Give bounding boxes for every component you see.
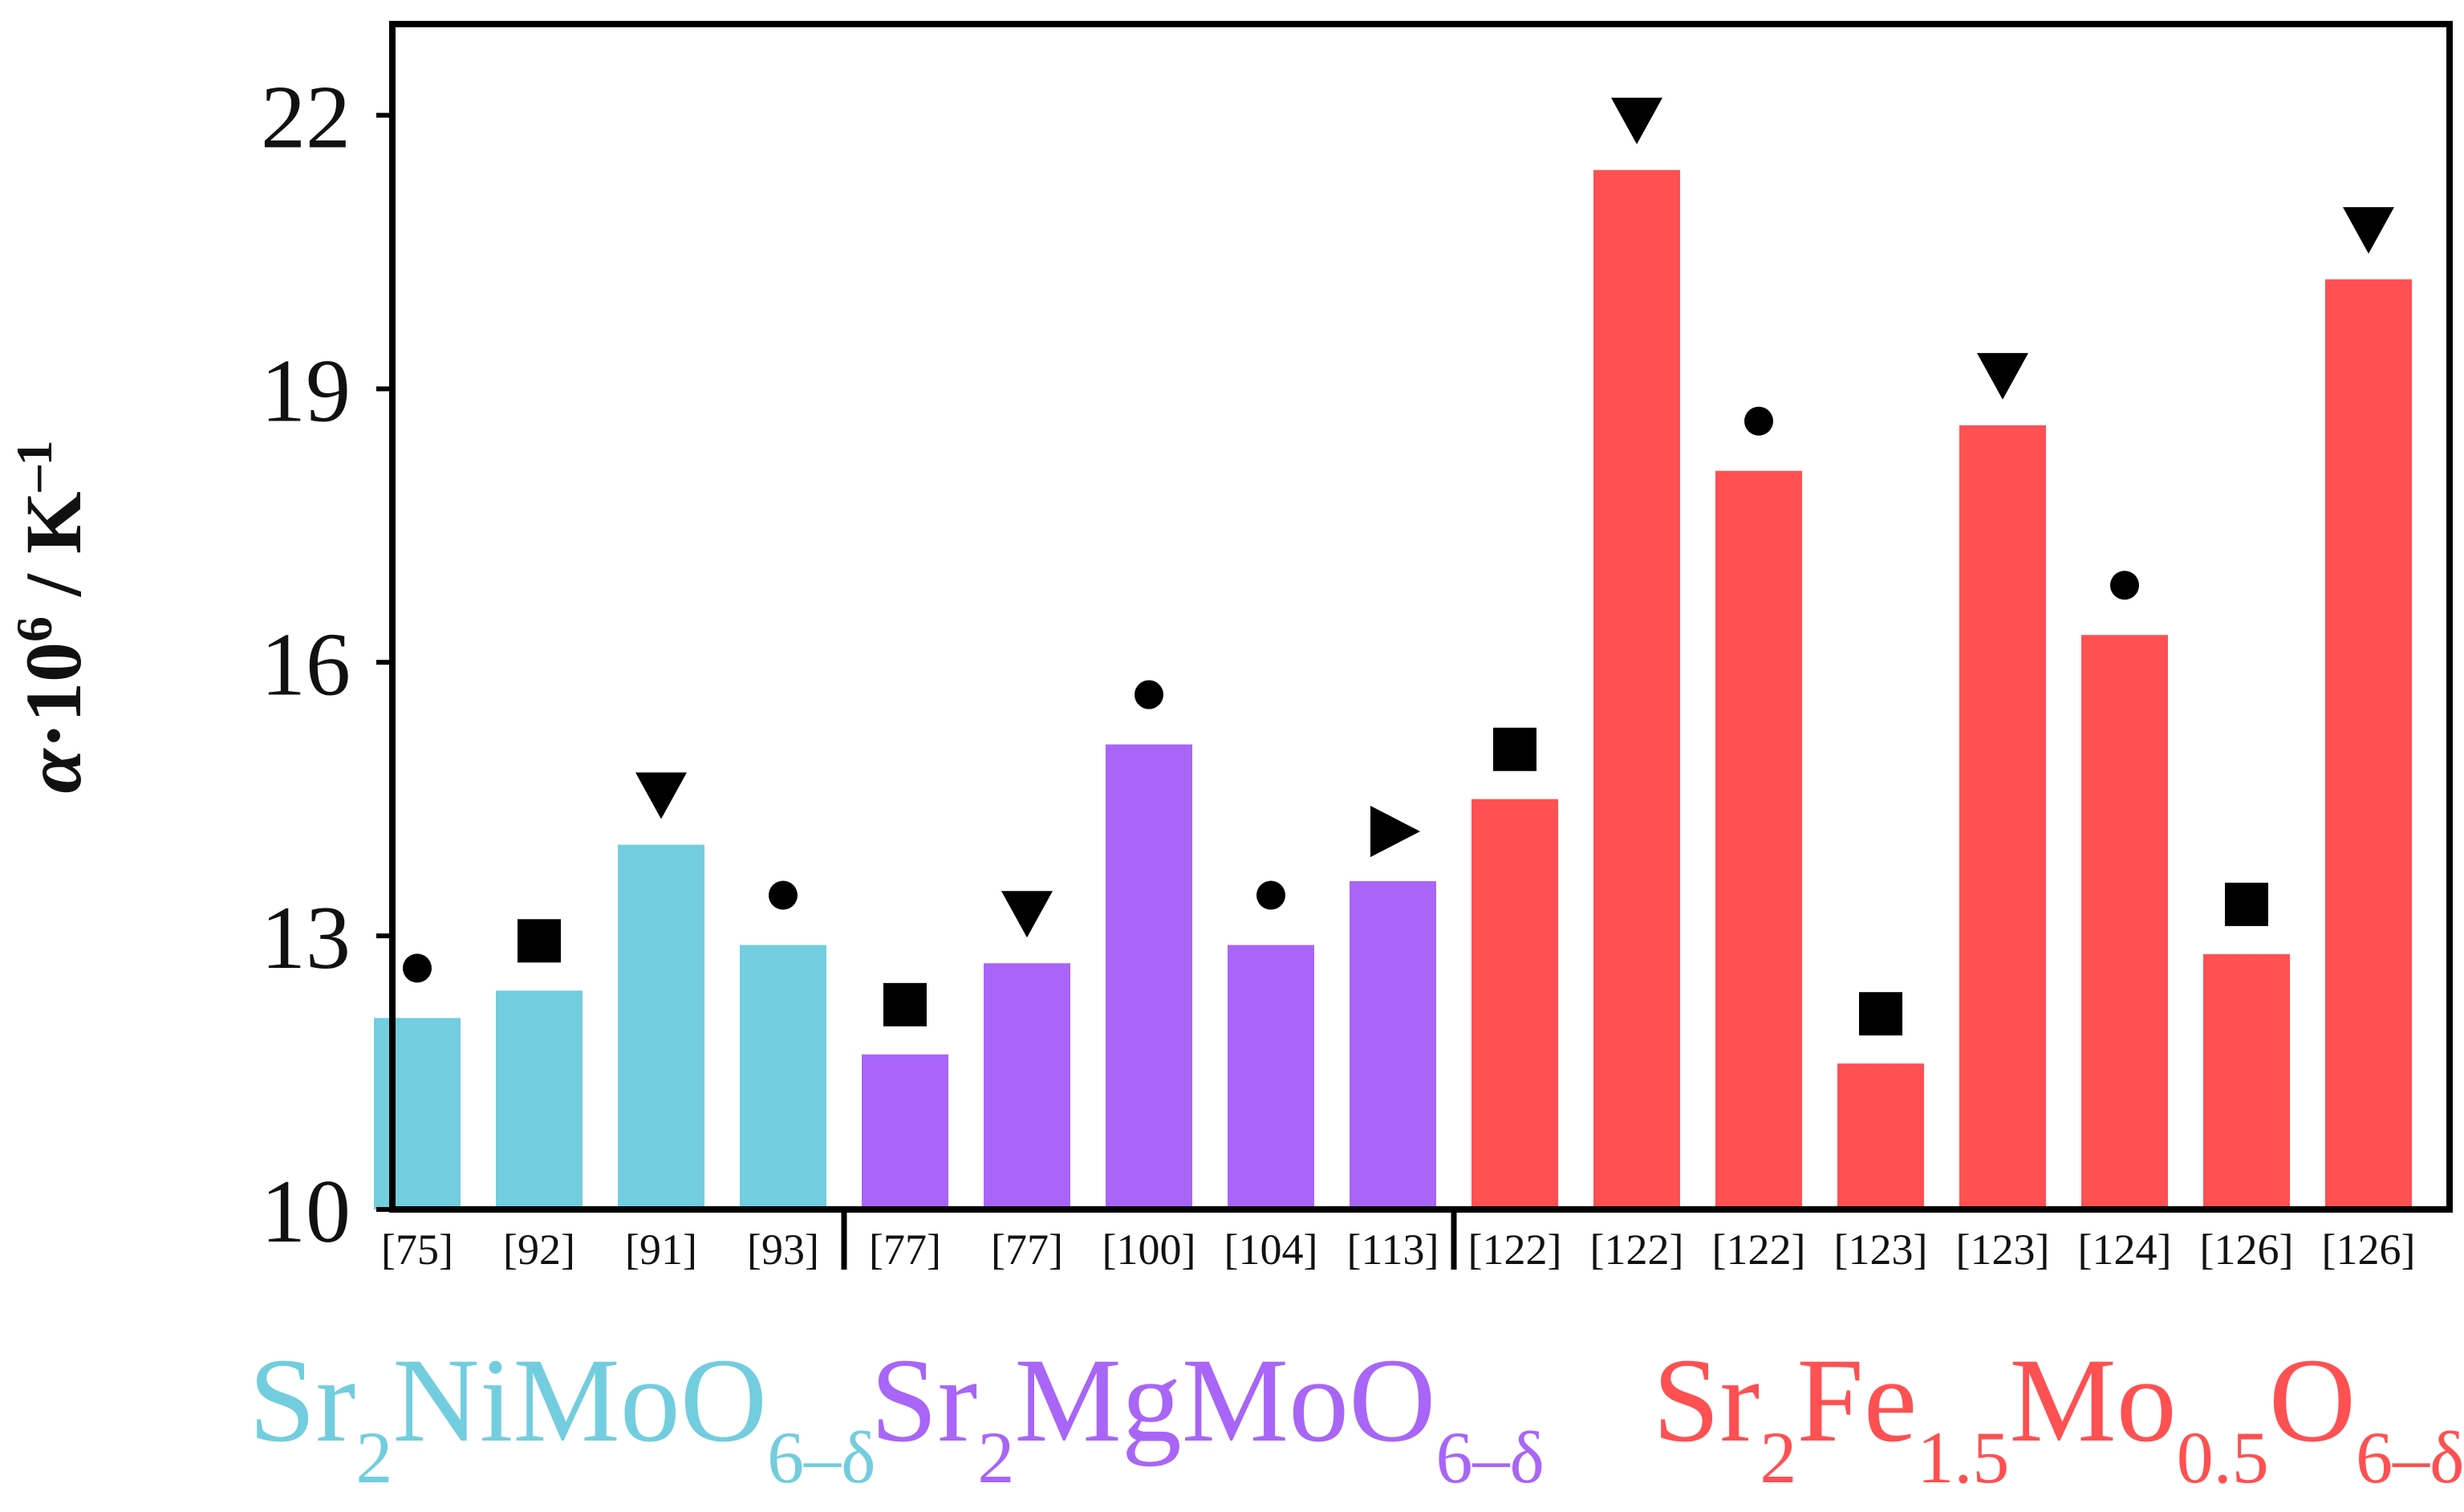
marker-circle: [403, 953, 432, 983]
group-label-text: Fe: [1796, 1334, 1917, 1467]
bar: [862, 1054, 948, 1209]
x-tick-label: [122]: [1468, 1225, 1562, 1274]
x-axis-reference-labels: [75] [92] [91] [93] [77] [77] [100] [104] [113] […: [381, 1225, 2415, 1274]
group-label-subscript: 2: [1760, 1416, 1796, 1498]
bar: [1715, 470, 1802, 1209]
bar: [2203, 953, 2290, 1209]
bar: [1593, 169, 1680, 1209]
y-axis-ticks: 10 13 16 19 22: [261, 68, 392, 1262]
bar: [2081, 635, 2168, 1209]
group-label-text: O: [2269, 1334, 2356, 1467]
x-tick-label: [77]: [991, 1225, 1063, 1274]
group-label: Sr2Fe1.5Mo0.5O6–δ: [1653, 1334, 2464, 1498]
x-tick-label: [92]: [503, 1225, 575, 1274]
x-tick-label: [77]: [869, 1225, 941, 1274]
x-tick-label: [75]: [381, 1225, 453, 1274]
marker-triangle-down: [1001, 891, 1053, 938]
bar: [1471, 799, 1558, 1209]
group-label-text: MgMoO: [1014, 1334, 1435, 1467]
group-label-subscript: 0.5: [2177, 1416, 2269, 1498]
bar: [1837, 1063, 1924, 1209]
y-axis-label-unit-exponent: –1: [6, 440, 63, 492]
y-axis-label-unit: / K: [9, 491, 98, 616]
marker-circle: [1135, 680, 1163, 709]
group-label-subscript: 6–δ: [2356, 1416, 2464, 1498]
group-label-text: Mo: [2009, 1334, 2176, 1467]
marker-triangle-down: [1977, 352, 2028, 400]
markers-layer: [403, 97, 2394, 1036]
y-tick-label: 22: [261, 68, 351, 168]
bars-layer: [374, 169, 2412, 1210]
bar: [1959, 425, 2046, 1209]
y-axis-label-group: α·106 / K–1: [6, 440, 98, 793]
group-label-subscript: 2: [977, 1416, 1014, 1498]
y-tick-label: 16: [261, 615, 351, 714]
marker-circle: [2110, 571, 2139, 600]
bar: [1106, 744, 1192, 1209]
group-label-text: Sr: [1653, 1334, 1760, 1467]
y-axis-label-mid: ·10: [9, 642, 98, 749]
bar: [618, 844, 704, 1209]
marker-square: [2225, 882, 2268, 926]
bar: [2325, 279, 2412, 1210]
x-tick-label: [122]: [1590, 1225, 1684, 1274]
x-tick-label: [126]: [2200, 1225, 2294, 1274]
bar: [496, 990, 583, 1209]
x-tick-label: [126]: [2322, 1225, 2416, 1274]
plot-frame: [389, 21, 2453, 1213]
x-tick-label: [124]: [2078, 1225, 2172, 1274]
x-tick-label: [93]: [747, 1225, 819, 1274]
x-tick-label: [123]: [1956, 1225, 2050, 1274]
group-label-text: Sr: [871, 1334, 977, 1467]
bar: [984, 963, 1070, 1209]
marker-square: [518, 919, 561, 963]
marker-triangle-right: [1370, 805, 1420, 857]
group-label: Sr2NiMoO6–δ: [249, 1334, 875, 1498]
marker-circle: [769, 880, 798, 910]
x-tick-label: [91]: [625, 1225, 697, 1274]
bar: [1350, 880, 1436, 1209]
group-label-subscript: 1.5: [1917, 1416, 2009, 1498]
marker-circle: [1256, 880, 1285, 910]
marker-square: [1859, 992, 1902, 1036]
marker-triangle-down: [2343, 207, 2394, 254]
bar: [1228, 945, 1314, 1209]
y-tick-label: 19: [261, 341, 351, 441]
x-tick-label: [113]: [1347, 1225, 1439, 1274]
y-tick-label: 13: [261, 888, 351, 988]
group-label-text: NiMoO: [392, 1334, 767, 1467]
x-tick-label: [123]: [1834, 1225, 1928, 1274]
group-label-subscript: 6–δ: [767, 1416, 875, 1498]
y-axis-label-exponent: 6: [6, 616, 63, 642]
group-separators: [841, 1209, 1457, 1270]
marker-triangle-down: [635, 772, 687, 819]
x-tick-label: [104]: [1224, 1225, 1318, 1274]
bar: [740, 945, 826, 1209]
group-label-text: Sr: [249, 1334, 355, 1467]
marker-square: [883, 982, 927, 1026]
marker-triangle-down: [1611, 97, 1662, 144]
bar: [374, 1018, 461, 1209]
x-tick-label: [122]: [1712, 1225, 1806, 1274]
y-axis-label: α·106 / K–1: [6, 440, 98, 793]
y-axis-label-symbol: α: [9, 748, 98, 794]
marker-square: [1493, 727, 1536, 771]
group-label: Sr2MgMoO6–δ: [871, 1334, 1545, 1498]
group-label-subscript: 2: [355, 1416, 392, 1498]
group-label-subscript: 6–δ: [1435, 1416, 1544, 1498]
marker-circle: [1744, 406, 1773, 436]
y-tick-label: 10: [261, 1162, 351, 1262]
x-tick-label: [100]: [1102, 1225, 1196, 1274]
